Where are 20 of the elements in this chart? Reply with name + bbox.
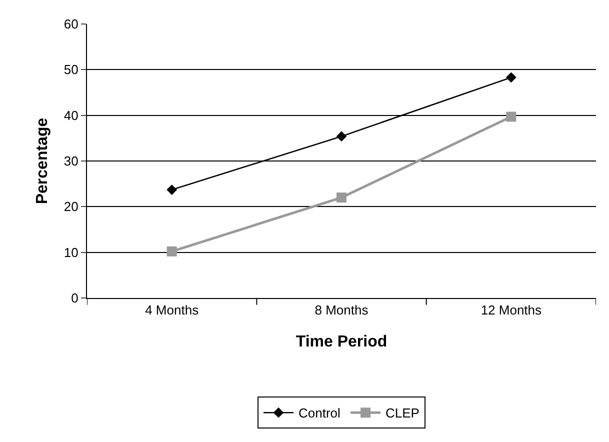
point [336, 131, 347, 142]
point [506, 112, 516, 122]
y-tick-label: 0 [71, 290, 78, 306]
point [506, 72, 516, 83]
x-tick-label: 4 Months [145, 302, 200, 318]
y-axis-title: Percentage [34, 118, 51, 204]
point [336, 192, 346, 203]
legend-label: Control [298, 406, 341, 421]
x-axis-title: Time Period [296, 333, 388, 350]
point [166, 184, 178, 195]
y-tick-label: 30 [64, 154, 78, 169]
y-tick-label: 20 [64, 199, 78, 214]
x-tick-label: 8 Months [314, 302, 369, 318]
y-tick-label: 10 [64, 244, 78, 260]
y-tick-label: 40 [64, 108, 78, 123]
point [166, 246, 177, 256]
legend-label: CLEP [386, 406, 420, 421]
y-tick-label: 50 [64, 62, 78, 78]
x-tick-label: 12 Months [480, 302, 542, 318]
y-tick-label: 60 [64, 16, 78, 32]
